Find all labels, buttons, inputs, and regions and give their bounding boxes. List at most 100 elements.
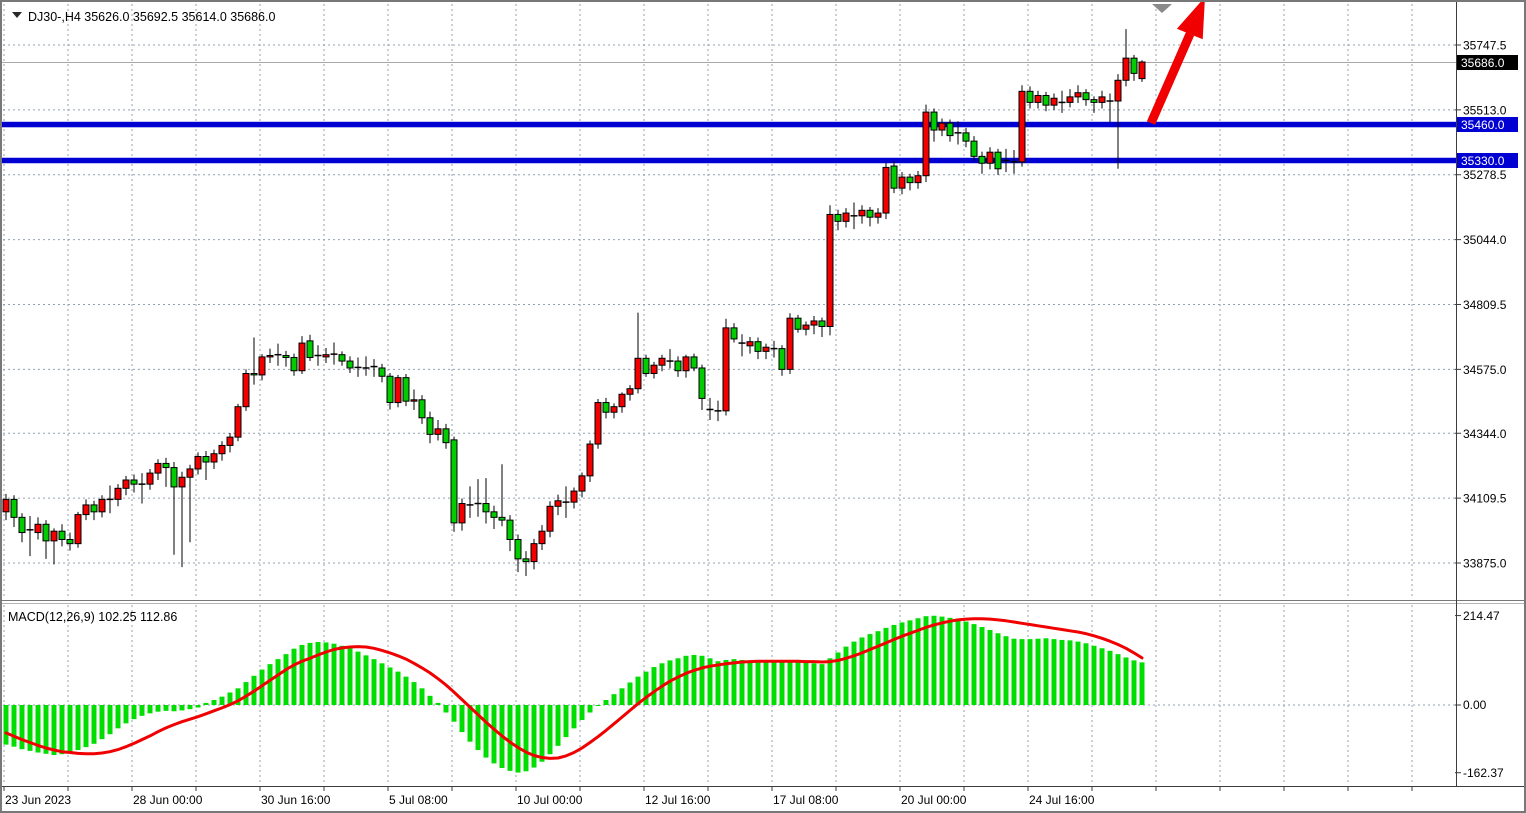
macd-histogram-bar (883, 627, 889, 705)
macd-histogram-bar (1123, 657, 1129, 705)
macd-histogram-bar (1091, 645, 1097, 705)
macd-histogram-bar (763, 661, 769, 705)
bull-candle (554, 500, 562, 507)
bear-candle (674, 360, 682, 372)
macd-histogram-bar (643, 671, 649, 705)
chart-shift-marker-icon[interactable] (1152, 4, 1172, 13)
macd-histogram-bar (227, 692, 233, 705)
bear-candle (402, 377, 410, 402)
resistance-line[interactable] (2, 121, 1456, 128)
bull-candle (922, 111, 930, 177)
macd-histogram-bar (955, 619, 961, 705)
macd-histogram-bar (675, 658, 681, 705)
macd-histogram-bar (19, 705, 25, 750)
macd-histogram-bar (163, 705, 169, 711)
macd-histogram-bar (1051, 639, 1057, 705)
macd-histogram-bar (683, 655, 689, 705)
macd-histogram-bar (803, 662, 809, 705)
bull-candle (1066, 96, 1074, 103)
price-axis-label: 34809.5 (1463, 298, 1507, 312)
bull-candle (210, 453, 218, 463)
trend-arrow-up[interactable] (1146, 0, 1205, 125)
support-line[interactable] (2, 157, 1456, 164)
bear-candle (386, 375, 394, 404)
bear-candle (1042, 94, 1050, 106)
bull-candle (746, 341, 754, 347)
macd-histogram-bar (123, 705, 129, 724)
bull-candle (810, 320, 818, 326)
macd-histogram-bar (579, 705, 585, 721)
bull-candle (842, 212, 850, 222)
macd-histogram-bar (1075, 641, 1081, 705)
macd-histogram-bar (403, 676, 409, 705)
symbol-dropdown-icon[interactable] (12, 12, 22, 18)
macd-histogram-bar (331, 643, 337, 705)
macd-histogram-bar (75, 705, 81, 751)
bull-candle (882, 166, 890, 214)
macd-histogram-bar (547, 705, 553, 755)
bull-candle (1114, 79, 1122, 102)
bull-candle (546, 505, 554, 532)
macd-histogram-bar (787, 661, 793, 705)
bull-candle (858, 209, 866, 217)
time-axis-label: 10 Jul 00:00 (517, 793, 583, 807)
bull-candle (434, 428, 442, 435)
bear-candle (1130, 57, 1138, 74)
bull-candle (1138, 61, 1146, 80)
bull-candle (802, 324, 810, 330)
bear-candle (130, 479, 138, 485)
bear-candle (970, 140, 978, 157)
bear-candle (514, 538, 522, 560)
macd-histogram-bar (619, 688, 625, 705)
time-axis: 23 Jun 2023 28 Jun 00:00 30 Jun 16:00 5 Jul… (5, 793, 1095, 807)
price-axis-label: 35747.5 (1463, 39, 1507, 53)
macd-histogram-bar (235, 688, 241, 705)
macd-histogram-bar (1059, 639, 1065, 705)
macd-histogram-bar (67, 705, 73, 753)
macd-histogram-bar (1067, 640, 1073, 705)
bear-candle (906, 176, 914, 184)
macd-histogram-bar (731, 659, 737, 705)
bull-candle (722, 327, 730, 412)
macd-histogram-bar (387, 667, 393, 705)
bull-candle (530, 543, 538, 563)
bull-candle (786, 317, 794, 370)
bear-candle (282, 355, 290, 358)
bear-candle (930, 111, 938, 131)
horizontal-level-lines[interactable] (2, 121, 1456, 164)
bull-candle (226, 436, 234, 446)
macd-histogram-bar (283, 654, 289, 705)
macd-histogram-bar (723, 659, 729, 705)
bear-candle (794, 317, 802, 330)
macd-histogram-bar (747, 660, 753, 705)
bull-candle (914, 175, 922, 184)
bull-candle (194, 455, 202, 470)
macd-histogram-bar (571, 705, 577, 729)
bull-candle (218, 444, 226, 455)
macd-histogram-bar (179, 705, 185, 711)
time-axis-label: 20 Jul 00:00 (901, 793, 967, 807)
macd-histogram-bar (611, 694, 617, 705)
macd-histogram-bar (795, 662, 801, 705)
bear-candle (42, 523, 50, 542)
macd-histogram-bar (811, 663, 817, 705)
macd-histogram-bar (347, 648, 353, 705)
macd-histogram-bar (715, 661, 721, 705)
macd-histogram-bar (443, 705, 449, 713)
macd-histogram-bar (187, 705, 193, 710)
price-axis-label: 34575.0 (1463, 363, 1507, 377)
bull-candle (266, 355, 274, 358)
trend-arrow-head (1176, 0, 1205, 40)
macd-histogram-bar (315, 642, 321, 705)
macd-histogram-bar (379, 663, 385, 705)
macd-histogram-bar (915, 618, 921, 705)
macd-histogram-bar (107, 705, 113, 735)
bear-candle (1090, 99, 1098, 103)
bull-candle (82, 504, 90, 516)
bear-candle (170, 467, 178, 488)
macd-histogram-bar (699, 655, 705, 705)
time-axis-label: 12 Jul 16:00 (645, 793, 711, 807)
bear-candle (490, 511, 498, 518)
bull-candle (658, 357, 666, 366)
